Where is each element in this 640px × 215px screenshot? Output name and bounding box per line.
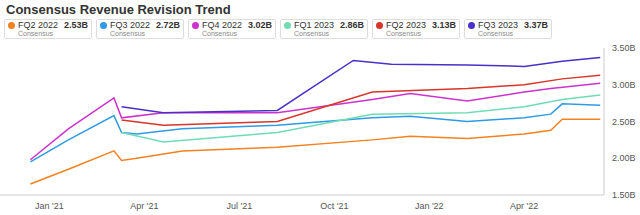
html-text:Consensus: Consensus xyxy=(18,30,53,37)
svg-text:Oct '21: Oct '21 xyxy=(320,201,348,211)
html-text:Consensus Revenue Revision Tre: Consensus Revenue Revision Trend xyxy=(6,2,231,17)
html-text:Consensus: Consensus xyxy=(294,30,329,37)
html-text:FQ3 2022: FQ3 2022 xyxy=(110,20,150,30)
html-text:FQ4 2022: FQ4 2022 xyxy=(202,20,242,30)
html-text:2.53B: 2.53B xyxy=(64,20,88,30)
html-text:FQ2 2023: FQ2 2023 xyxy=(386,20,426,30)
html-text:3.37B: 3.37B xyxy=(524,20,548,30)
html-text:3.13B: 3.13B xyxy=(432,20,456,30)
html-text:Consensus: Consensus xyxy=(202,30,237,37)
svg-text:Jan '21: Jan '21 xyxy=(35,201,64,211)
html-text:FQ3 2023: FQ3 2023 xyxy=(478,20,518,30)
svg-text:2.00B: 2.00B xyxy=(612,153,632,163)
svg-text:Jul '21: Jul '21 xyxy=(226,201,252,211)
html-text:2.72B: 2.72B xyxy=(156,20,180,30)
svg-text:1.50B: 1.50B xyxy=(612,190,632,200)
html-text:3.02B: 3.02B xyxy=(248,20,272,30)
svg-text:3.00B: 3.00B xyxy=(612,80,632,90)
html-text:Consensus: Consensus xyxy=(478,30,513,37)
html-text:FQ2 2022: FQ2 2022 xyxy=(18,20,58,30)
svg-text:3.50B: 3.50B xyxy=(612,43,632,53)
html-text:Consensus: Consensus xyxy=(110,30,145,37)
html-text:2.86B: 2.86B xyxy=(340,20,364,30)
svg-text:Apr '22: Apr '22 xyxy=(510,201,538,211)
svg-text:Jan '22: Jan '22 xyxy=(415,201,444,211)
html-text:FQ1 2023: FQ1 2023 xyxy=(294,20,334,30)
svg-text:2.50B: 2.50B xyxy=(612,117,632,127)
html-text:Consensus: Consensus xyxy=(386,30,421,37)
svg-text:Apr '21: Apr '21 xyxy=(130,201,158,211)
